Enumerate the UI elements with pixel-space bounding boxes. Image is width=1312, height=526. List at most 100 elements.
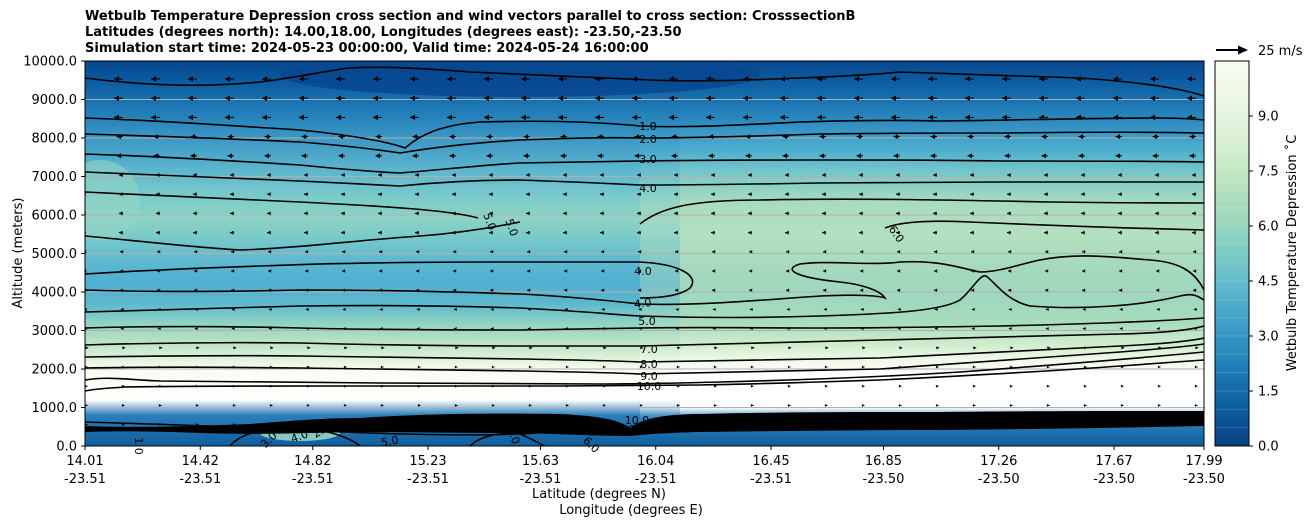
wind-vector	[1081, 211, 1085, 216]
wind-vector	[267, 230, 271, 235]
wind-vector	[447, 95, 456, 101]
wind-vector	[114, 76, 123, 82]
wind-vector	[1192, 211, 1196, 216]
wind-vector	[563, 192, 567, 197]
wind-vector	[528, 365, 532, 369]
wind-vector	[934, 250, 938, 254]
contour-label: 2.0	[639, 133, 657, 146]
wind-vector	[1156, 327, 1160, 331]
wind-vector	[1082, 269, 1086, 273]
wind-vector	[861, 384, 865, 388]
wind-vector	[304, 230, 308, 235]
contour-label-text: 7.0	[640, 343, 658, 356]
wind-vector	[1156, 269, 1160, 273]
wind-vector	[225, 114, 234, 121]
wind-vector	[971, 250, 975, 254]
wind-vector	[565, 384, 569, 388]
wind-vector	[375, 153, 382, 159]
x-tick-label-lon: -23.51	[520, 472, 562, 487]
wind-vector	[785, 211, 789, 216]
wind-vector	[972, 384, 976, 388]
x-tick-label-lat: 16.04	[637, 454, 674, 469]
wind-vector	[190, 134, 197, 140]
wind-vector	[708, 153, 715, 159]
wind-vector	[306, 384, 310, 388]
wind-vector	[597, 153, 604, 159]
wind-vector	[930, 134, 937, 140]
wind-vector	[1046, 423, 1050, 427]
wind-vector	[225, 95, 234, 101]
wind-vector	[379, 288, 383, 292]
wind-vector	[306, 365, 310, 369]
x-tick-label-lat: 14.42	[182, 454, 219, 469]
wind-vector	[634, 153, 641, 159]
contour-label-text: 8.0	[640, 358, 658, 371]
x-tick-label-lon: -23.50	[978, 472, 1020, 487]
wind-vector	[378, 173, 382, 177]
colorbar-tick-label: 6.0	[1258, 220, 1279, 235]
wind-vector	[415, 230, 419, 235]
x-tick-label-lat: 15.63	[522, 454, 559, 469]
wind-vector	[415, 192, 419, 197]
wind-vector	[713, 365, 717, 369]
contour-label: 5.0	[638, 315, 656, 328]
wind-vector	[373, 95, 382, 101]
wind-vector	[299, 114, 308, 121]
wind-vector	[338, 134, 345, 140]
wind-vector	[410, 76, 419, 82]
wind-vector	[637, 230, 641, 235]
wind-vector	[933, 230, 937, 235]
wind-vector	[602, 403, 606, 407]
wind-vector	[859, 211, 863, 216]
wind-vector	[893, 134, 900, 140]
wind-vector	[1192, 230, 1196, 235]
wind-vector	[153, 153, 160, 159]
wind-vector	[1158, 346, 1162, 350]
wind-vector	[304, 192, 308, 197]
wind-vector	[600, 230, 604, 235]
wind-vector	[417, 423, 421, 427]
wind-vector	[822, 211, 826, 216]
wind-vector	[380, 423, 384, 427]
wind-vector	[1081, 192, 1085, 197]
wind-vector	[114, 95, 123, 101]
wind-vector	[819, 134, 826, 140]
wind-vector	[819, 153, 826, 159]
title-line-2: Latitudes (degrees north): 14.00,18.00, …	[85, 25, 682, 40]
wind-vector	[711, 173, 715, 177]
wind-vector	[232, 384, 236, 388]
contour-line	[85, 131, 1204, 154]
colorbar-tick-label: 4.5	[1258, 275, 1279, 290]
wind-vector	[1045, 288, 1049, 292]
wind-vector	[1113, 114, 1122, 121]
wind-vector	[891, 114, 900, 121]
wind-vector	[711, 192, 715, 197]
wind-vector	[1039, 114, 1048, 121]
wind-vector	[190, 153, 197, 159]
wind-vector	[489, 211, 493, 216]
wind-vector	[491, 365, 495, 369]
wind-vector	[749, 250, 753, 254]
wind-vector	[972, 423, 976, 427]
y-tick-label: 4000.0	[32, 286, 78, 301]
wind-vector	[157, 269, 161, 273]
wind-vector	[116, 134, 123, 140]
wind-vector	[566, 346, 570, 350]
contour-label: 9.0	[628, 423, 646, 436]
wind-vector	[971, 307, 975, 311]
wind-vector	[262, 76, 271, 82]
wind-vector	[1194, 384, 1198, 388]
wind-vector	[1152, 153, 1159, 159]
wind-vector	[486, 153, 493, 159]
wind-vector	[676, 403, 680, 407]
wind-vector	[639, 365, 643, 369]
wind-vector	[305, 327, 309, 331]
wind-vector	[233, 346, 237, 350]
wind-vector	[417, 403, 421, 407]
wind-vector	[970, 211, 974, 216]
wind-vector	[193, 173, 197, 177]
wind-vector	[1195, 346, 1199, 350]
wind-vector	[1008, 250, 1012, 254]
x-tick-label-lon: -23.51	[292, 472, 334, 487]
